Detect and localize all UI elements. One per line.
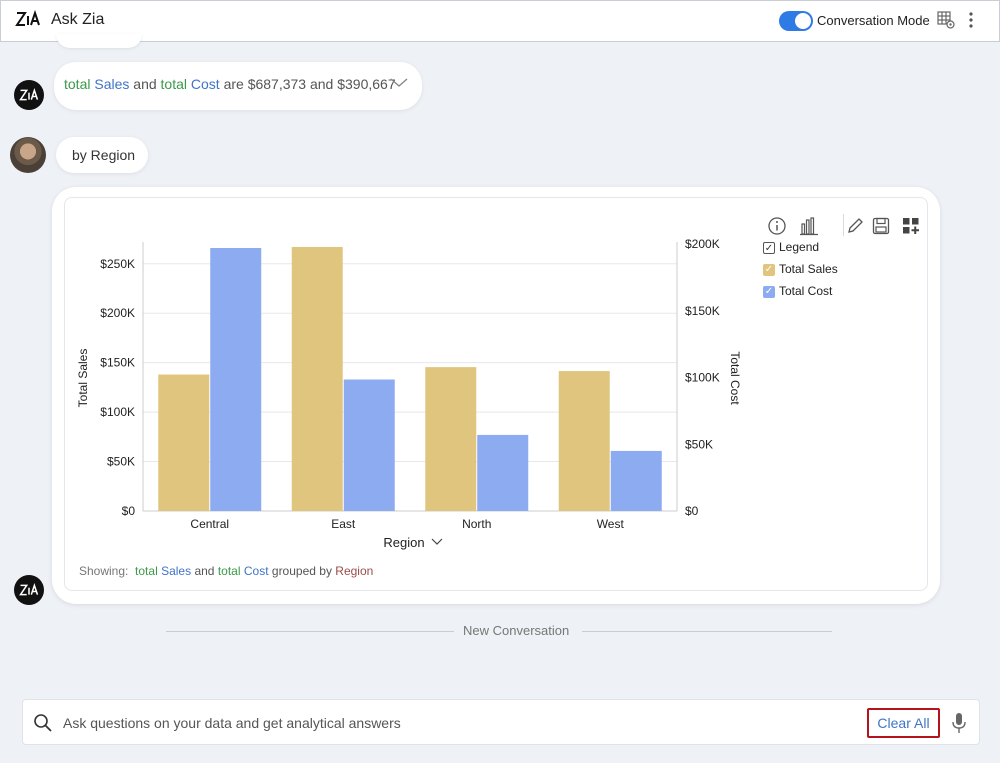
user-avatar [10, 137, 46, 173]
bar-total-sales [158, 374, 210, 511]
x-tick-label: Central [190, 517, 229, 531]
response-word: and [133, 76, 157, 92]
showing-word: grouped by [271, 564, 332, 578]
chart-legend: ✓ Legend ✓ Total Sales ✓ Total Cost [763, 240, 838, 306]
showing-word: total [217, 564, 241, 578]
chevron-down-icon[interactable] [390, 78, 408, 88]
new-conversation-divider: New Conversation [0, 622, 1000, 642]
response-word: total [160, 76, 187, 92]
bar-total-cost [610, 450, 662, 511]
legend-toggle[interactable]: ✓ Legend [763, 240, 838, 262]
y-tick-label: $250K [100, 257, 135, 271]
showing-word: total [135, 564, 158, 578]
toolbar-separator [843, 214, 844, 236]
legend-swatch-sales-icon[interactable]: ✓ [763, 264, 775, 276]
user-query-text: by Region [72, 147, 136, 163]
add-to-dashboard-icon[interactable] [901, 216, 921, 236]
legend-title: Legend [779, 240, 820, 254]
showing-word: Cost [243, 564, 269, 578]
y2-tick-label: $200K [685, 237, 720, 251]
y2-tick-label: $50K [685, 437, 713, 451]
clear-all-button[interactable]: Clear All [867, 708, 940, 738]
y2-axis-title: Total Cost [728, 351, 742, 405]
more-options-icon[interactable] [965, 10, 977, 30]
legend-item-total-sales[interactable]: ✓ Total Sales [763, 262, 838, 284]
info-icon[interactable] [767, 216, 787, 236]
bar-total-cost [477, 434, 529, 511]
conversation-mode-toggle[interactable] [779, 11, 813, 31]
y-tick-label: $200K [100, 306, 135, 320]
divider-line [166, 631, 454, 632]
chart-panel: $0 $50K $100K $150K $200K $250K $0 $50K $100K $15… [64, 197, 928, 591]
x-axis-title: Region [383, 535, 424, 550]
zia-logo-icon [19, 582, 39, 596]
app-title: Ask Zia [51, 11, 105, 28]
ask-bar: Clear All [22, 699, 980, 745]
response-text: are $687,373 and $390,667 [223, 76, 396, 92]
y-tick-label: $50K [107, 455, 135, 469]
x-axis-dropdown-chevron-icon[interactable] [431, 538, 443, 545]
bar-total-sales [291, 246, 343, 511]
ask-input[interactable] [61, 708, 861, 738]
x-tick-label: East [331, 517, 356, 531]
previous-message-bubble [56, 34, 142, 48]
zia-logo-icon [15, 9, 40, 26]
x-tick-label: North [462, 517, 491, 531]
legend-label: Total Cost [779, 284, 833, 298]
save-icon[interactable] [871, 216, 891, 236]
microphone-icon[interactable] [951, 712, 967, 734]
x-tick-label: West [597, 517, 625, 531]
response-word: total [64, 76, 91, 92]
bar-total-sales [558, 371, 610, 511]
new-conversation-label: New Conversation [463, 623, 570, 638]
user-query-bubble: by Region [56, 137, 148, 173]
y2-tick-label: $150K [685, 304, 720, 318]
response-word: Sales [94, 76, 130, 92]
showing-word: and [194, 564, 215, 578]
showing-summary: Showing: total Sales and total Cost grou… [79, 564, 373, 578]
search-icon [34, 714, 52, 732]
bar-chart: $0 $50K $100K $150K $200K $250K $0 $50K $100K $15… [76, 237, 742, 550]
top-bar: Ask Zia Conversation Mode [0, 0, 1000, 42]
showing-word: Region [335, 564, 374, 578]
response-word: Cost [190, 76, 220, 92]
y-tick-label: $0 [122, 504, 136, 518]
bar-total-sales [425, 367, 477, 511]
showing-word: Sales [161, 564, 192, 578]
y-tick-label: $150K [100, 356, 135, 370]
conversation-mode-label: Conversation Mode [817, 13, 930, 28]
edit-icon[interactable] [845, 216, 865, 236]
grid-settings-icon[interactable] [937, 11, 955, 29]
y-tick-label: $100K [100, 405, 135, 419]
y2-tick-label: $0 [685, 504, 699, 518]
zia-response-bubble: total Sales and total Cost are $687,373 … [54, 62, 422, 110]
bar-total-cost [343, 379, 395, 511]
bar-total-cost [210, 248, 262, 511]
zia-avatar [14, 80, 44, 110]
y-axis-title: Total Sales [76, 349, 90, 408]
legend-swatch-cost-icon[interactable]: ✓ [763, 286, 775, 298]
legend-label: Total Sales [779, 262, 838, 276]
legend-item-total-cost[interactable]: ✓ Total Cost [763, 284, 838, 306]
legend-checkbox-icon[interactable]: ✓ [763, 242, 775, 254]
chart-card: $0 $50K $100K $150K $200K $250K $0 $50K $100K $15… [52, 187, 940, 604]
toggle-knob [795, 13, 811, 29]
y2-tick-label: $100K [685, 371, 720, 385]
chart-type-icon[interactable] [799, 216, 819, 236]
zia-avatar [14, 575, 44, 605]
showing-prefix: Showing: [79, 564, 129, 578]
divider-line [582, 631, 832, 632]
zia-logo-icon [19, 87, 39, 101]
